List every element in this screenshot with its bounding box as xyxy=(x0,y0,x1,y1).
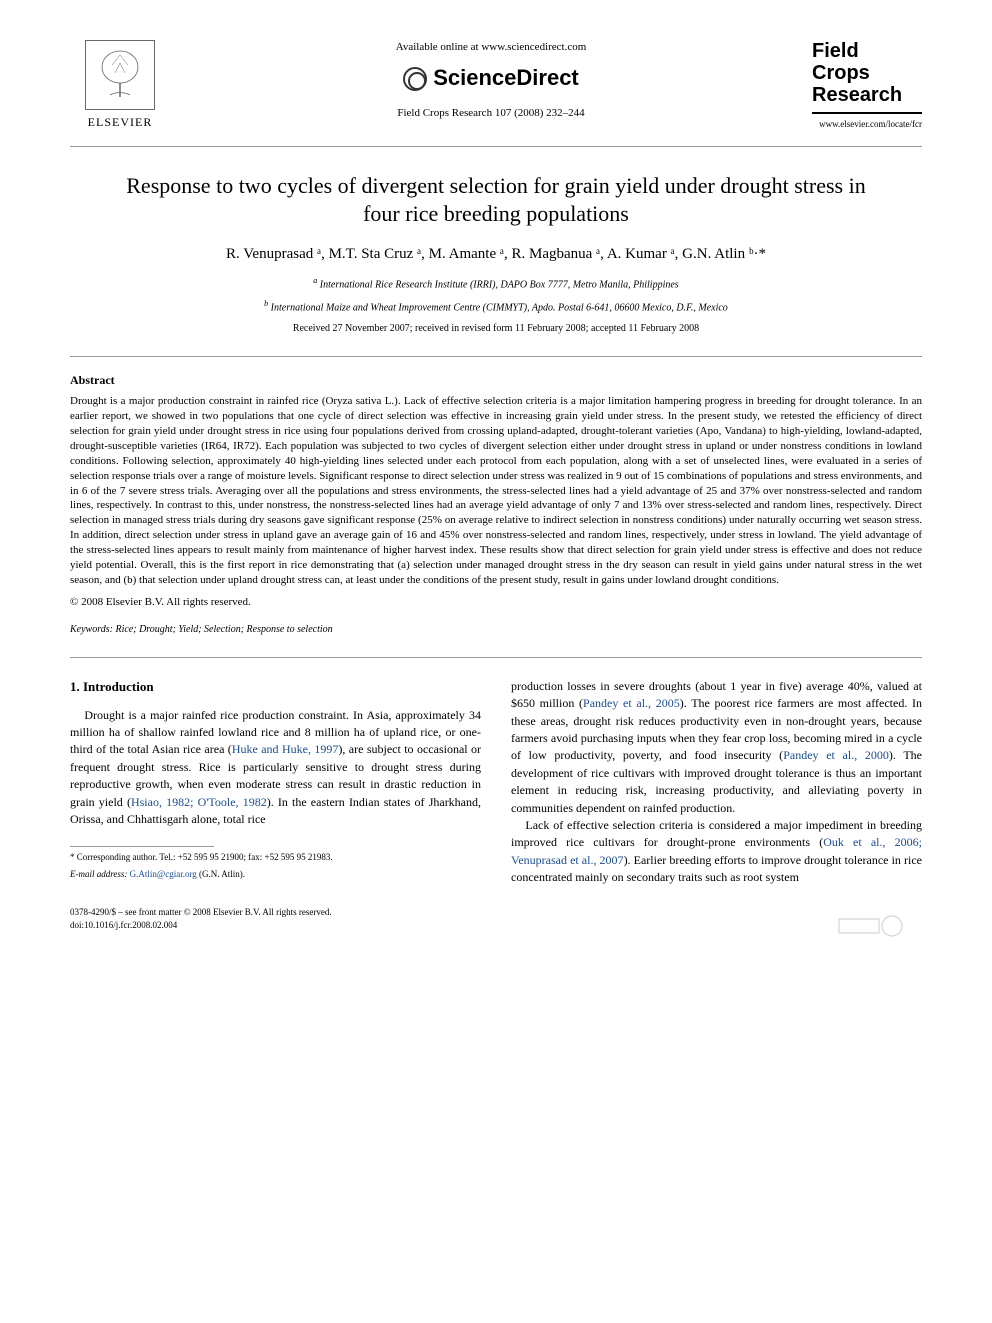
page-header: ELSEVIER Available online at www.science… xyxy=(70,40,922,147)
authors-list: R. Venuprasad ᵃ, M.T. Sta Cruz ᵃ, M. Ama… xyxy=(70,244,922,265)
elsevier-tree-icon xyxy=(85,40,155,110)
sciencedirect-logo: ScienceDirect xyxy=(190,63,792,94)
journal-citation: Field Crops Research 107 (2008) 232–244 xyxy=(190,106,792,121)
journal-title: Field Crops Research xyxy=(812,40,922,114)
body-columns: 1. Introduction Drought is a major rainf… xyxy=(70,678,922,887)
keywords-label: Keywords: xyxy=(70,624,113,635)
body-paragraph: production losses in severe droughts (ab… xyxy=(511,678,922,817)
footer-logo-icon xyxy=(822,906,922,946)
abstract-text: Drought is a major production constraint… xyxy=(70,394,922,587)
doi-line: doi:10.1016/j.fcr.2008.02.004 xyxy=(70,919,822,932)
journal-cover: Field Crops Research www.elsevier.com/lo… xyxy=(812,40,922,131)
elsevier-name: ELSEVIER xyxy=(88,114,153,131)
affiliation-b: b International Maize and Wheat Improvem… xyxy=(70,298,922,315)
abstract-heading: Abstract xyxy=(70,372,922,389)
available-online-text: Available online at www.sciencedirect.co… xyxy=(190,40,792,55)
keywords-text: Rice; Drought; Yield; Selection; Respons… xyxy=(115,624,332,635)
corresponding-author: * Corresponding author. Tel.: +52 595 95… xyxy=(70,851,481,864)
ref-link[interactable]: Pandey et al., 2005 xyxy=(583,696,680,710)
divider xyxy=(70,356,922,357)
elsevier-logo: ELSEVIER xyxy=(70,40,170,131)
affiliation-a: a International Rice Research Institute … xyxy=(70,275,922,292)
column-right: production losses in severe droughts (ab… xyxy=(511,678,922,887)
sciencedirect-icon xyxy=(403,67,427,91)
ref-link[interactable]: Hsiao, 1982; O'Toole, 1982 xyxy=(131,795,267,809)
email-footnote: E-mail address: G.Atlin@cgiar.org (G.N. … xyxy=(70,868,481,881)
journal-title-line: Crops xyxy=(812,62,922,84)
page-footer: 0378-4290/$ – see front matter © 2008 El… xyxy=(70,906,922,946)
journal-title-line: Field xyxy=(812,40,922,62)
issn-line: 0378-4290/$ – see front matter © 2008 El… xyxy=(70,906,822,919)
body-paragraph: Drought is a major rainfed rice producti… xyxy=(70,707,481,829)
section-heading: 1. Introduction xyxy=(70,678,481,697)
sciencedirect-text: ScienceDirect xyxy=(433,63,579,94)
body-paragraph: Lack of effective selection criteria is … xyxy=(511,817,922,887)
center-header: Available online at www.sciencedirect.co… xyxy=(170,40,812,122)
journal-url: www.elsevier.com/locate/fcr xyxy=(812,118,922,131)
keywords: Keywords: Rice; Drought; Yield; Selectio… xyxy=(70,623,922,637)
email-link[interactable]: G.Atlin@cgiar.org xyxy=(130,869,197,879)
ref-link[interactable]: Huke and Huke, 1997 xyxy=(232,742,339,756)
footer-left: 0378-4290/$ – see front matter © 2008 El… xyxy=(70,906,822,946)
journal-title-line: Research xyxy=(812,84,922,106)
abstract-copyright: © 2008 Elsevier B.V. All rights reserved… xyxy=(70,595,922,610)
article-title: Response to two cycles of divergent sele… xyxy=(110,172,882,229)
divider xyxy=(70,657,922,658)
article-dates: Received 27 November 2007; received in r… xyxy=(70,322,922,336)
ref-link[interactable]: Pandey et al., 2000 xyxy=(783,748,889,762)
column-left: 1. Introduction Drought is a major rainf… xyxy=(70,678,481,887)
footnote-divider xyxy=(70,846,214,847)
